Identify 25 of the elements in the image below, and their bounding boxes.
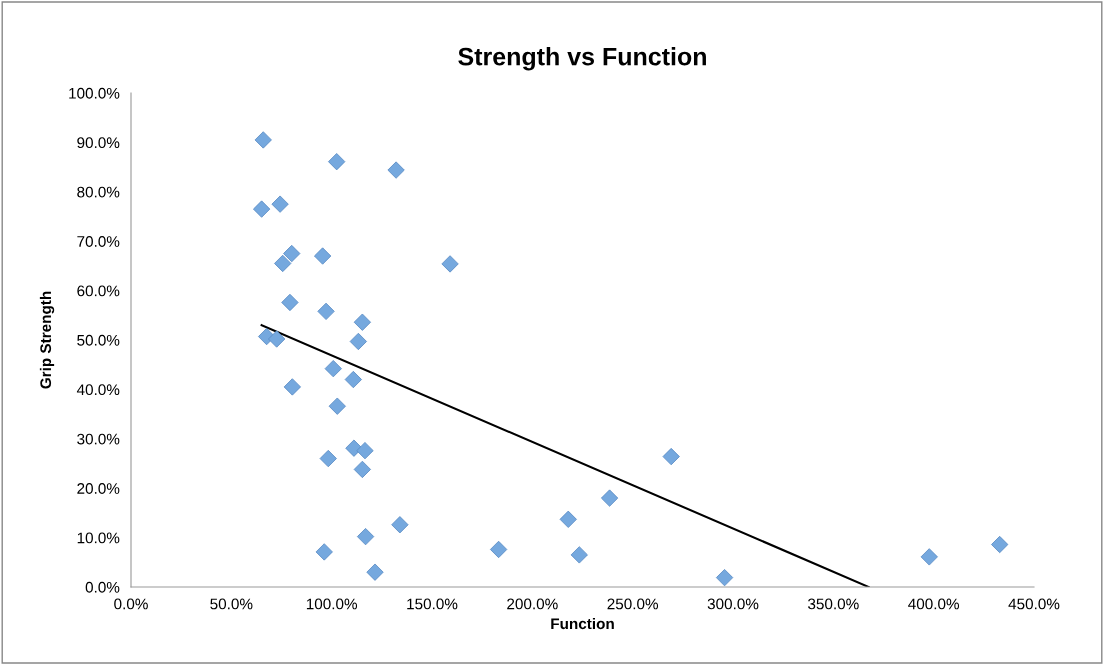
x-tick-label: 300.0% xyxy=(707,598,759,610)
x-tick-label: 50.0% xyxy=(210,598,253,610)
y-tick-label: 10.0% xyxy=(77,532,120,544)
point xyxy=(441,255,459,273)
y-tick-label: 60.0% xyxy=(77,285,120,297)
x-tick-label: 150.0% xyxy=(407,598,458,610)
y-tick-label: 70.0% xyxy=(77,236,120,247)
y-tick-label: 80.0% xyxy=(77,186,120,198)
x-tick-label: 450.0% xyxy=(1008,598,1060,610)
x-tick-label: 0.0% xyxy=(114,598,148,610)
y-tick-label: 40.0% xyxy=(76,384,120,396)
x-tick-label: 400.0% xyxy=(908,598,960,610)
y-axis-title: Grip Strength xyxy=(39,291,55,389)
chart-title: Strength vs Function xyxy=(458,47,706,71)
x-tick-label: 350.0% xyxy=(808,598,859,610)
y-tick-label: 0.0% xyxy=(85,581,120,593)
y-tick-label: 50.0% xyxy=(77,334,120,346)
x-tick-label: 100.0% xyxy=(306,598,358,610)
x-tick-label: 250.0% xyxy=(607,598,659,610)
y-tick-label: 100.0% xyxy=(69,87,120,99)
y-tick-label: 30.0% xyxy=(77,433,120,445)
y-tick-label: 90.0% xyxy=(77,137,120,149)
x-tick-label: 200.0% xyxy=(507,598,558,610)
x-axis-title: Function xyxy=(551,617,614,630)
y-tick-label: 20.0% xyxy=(77,483,120,494)
